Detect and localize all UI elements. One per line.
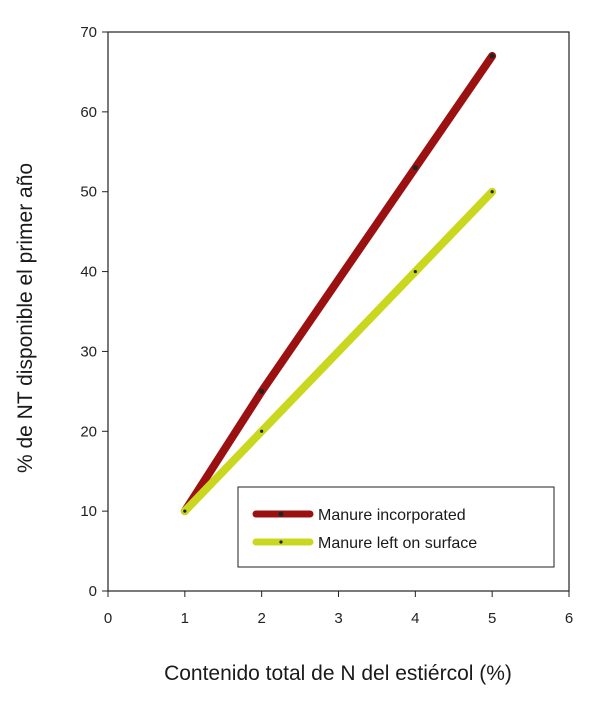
y-tick-label: 30 [80, 343, 97, 360]
x-tick-label: 6 [565, 610, 573, 627]
series-layer [180, 51, 497, 516]
y-tick-label: 50 [80, 184, 97, 201]
y-tick-label: 0 [89, 583, 97, 600]
y-tick-label: 10 [80, 503, 97, 520]
y-tick-label: 20 [80, 423, 97, 440]
y-axis: 0 10 20 30 40 50 60 70 [80, 24, 108, 600]
series-line-manure-left-on-surface [180, 187, 497, 516]
legend-label-manure-incorporated: Manure incorporated [318, 507, 466, 524]
x-tick-label: 1 [181, 610, 189, 627]
data-point-manure-left-on-surface [413, 269, 417, 274]
y-tick-label: 40 [80, 264, 97, 281]
x-tick-label: 4 [411, 610, 419, 627]
x-tick-label: 0 [104, 610, 112, 627]
data-point-manure-incorporated [489, 53, 495, 59]
legend-box [237, 486, 555, 568]
data-point-manure-incorporated [412, 165, 418, 171]
legend: Manure incorporated Manure left on surfa… [237, 486, 555, 568]
x-tick-label: 2 [257, 610, 265, 627]
x-axis-label: Contenido total de N del estiércol (%) [164, 662, 512, 685]
y-tick-label: 70 [80, 24, 97, 41]
legend-marker-manure-incorporated [278, 511, 284, 517]
x-tick-label: 3 [334, 610, 342, 627]
x-axis: 0 1 2 3 4 5 6 [104, 591, 573, 627]
x-tick-label: 5 [488, 610, 496, 627]
data-point-manure-left-on-surface [260, 429, 264, 433]
data-point-manure-incorporated [259, 388, 265, 394]
series-line-manure-incorporated [180, 51, 497, 516]
legend-marker-manure-left-on-surface [279, 540, 283, 544]
data-point-manure-left-on-surface [490, 190, 494, 194]
y-axis-label: % de NT disponible el primer año [14, 163, 37, 473]
legend-label-manure-left-on-surface: Manure left on surface [318, 535, 477, 552]
data-point-manure-left-on-surface [183, 509, 187, 513]
y-tick-label: 60 [80, 104, 97, 121]
